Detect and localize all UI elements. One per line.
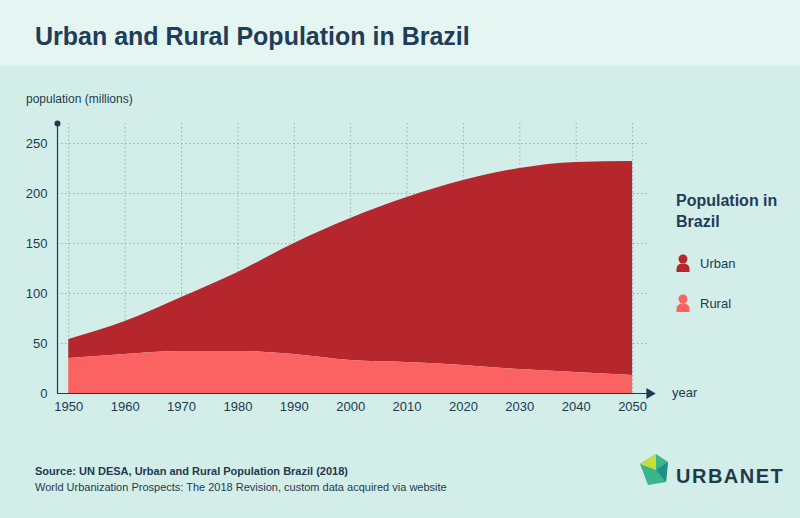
svg-text:2010: 2010 bbox=[393, 399, 422, 414]
svg-text:2020: 2020 bbox=[449, 399, 478, 414]
html-text:Rural: Rural bbox=[700, 295, 732, 311]
html-text:Source: UN DESA, Urban and Rur: Source: UN DESA, Urban and Rural Populat… bbox=[35, 465, 348, 477]
html-text:URBANET: URBANET bbox=[676, 465, 785, 487]
html-text:World Urbanization Prospects:: World Urbanization Prospects: The 2018 R… bbox=[35, 481, 447, 493]
html-text:year: year bbox=[672, 385, 698, 400]
svg-text:1980: 1980 bbox=[223, 399, 252, 414]
html-text:Population in Brazil: Population in Brazil bbox=[676, 192, 778, 230]
svg-text:2030: 2030 bbox=[505, 399, 534, 414]
svg-text:2040: 2040 bbox=[562, 399, 591, 414]
svg-text:100: 100 bbox=[26, 286, 48, 301]
svg-text:1990: 1990 bbox=[280, 399, 309, 414]
svg-text:1970: 1970 bbox=[167, 399, 196, 414]
svg-text:250: 250 bbox=[26, 136, 48, 151]
svg-text:150: 150 bbox=[26, 236, 48, 251]
svg-text:200: 200 bbox=[26, 186, 48, 201]
svg-text:1950: 1950 bbox=[54, 399, 83, 414]
html-text:Urban: Urban bbox=[700, 255, 736, 271]
svg-text:0: 0 bbox=[40, 386, 47, 401]
svg-text:2050: 2050 bbox=[618, 399, 647, 414]
html-text:population (millions): population (millions) bbox=[26, 92, 133, 106]
svg-text:1960: 1960 bbox=[111, 399, 140, 414]
svg-text:50: 50 bbox=[33, 336, 47, 351]
html-text:Urban and Rural Population in: Urban and Rural Population in Brazil bbox=[35, 22, 470, 50]
svg-text:2000: 2000 bbox=[336, 399, 365, 414]
